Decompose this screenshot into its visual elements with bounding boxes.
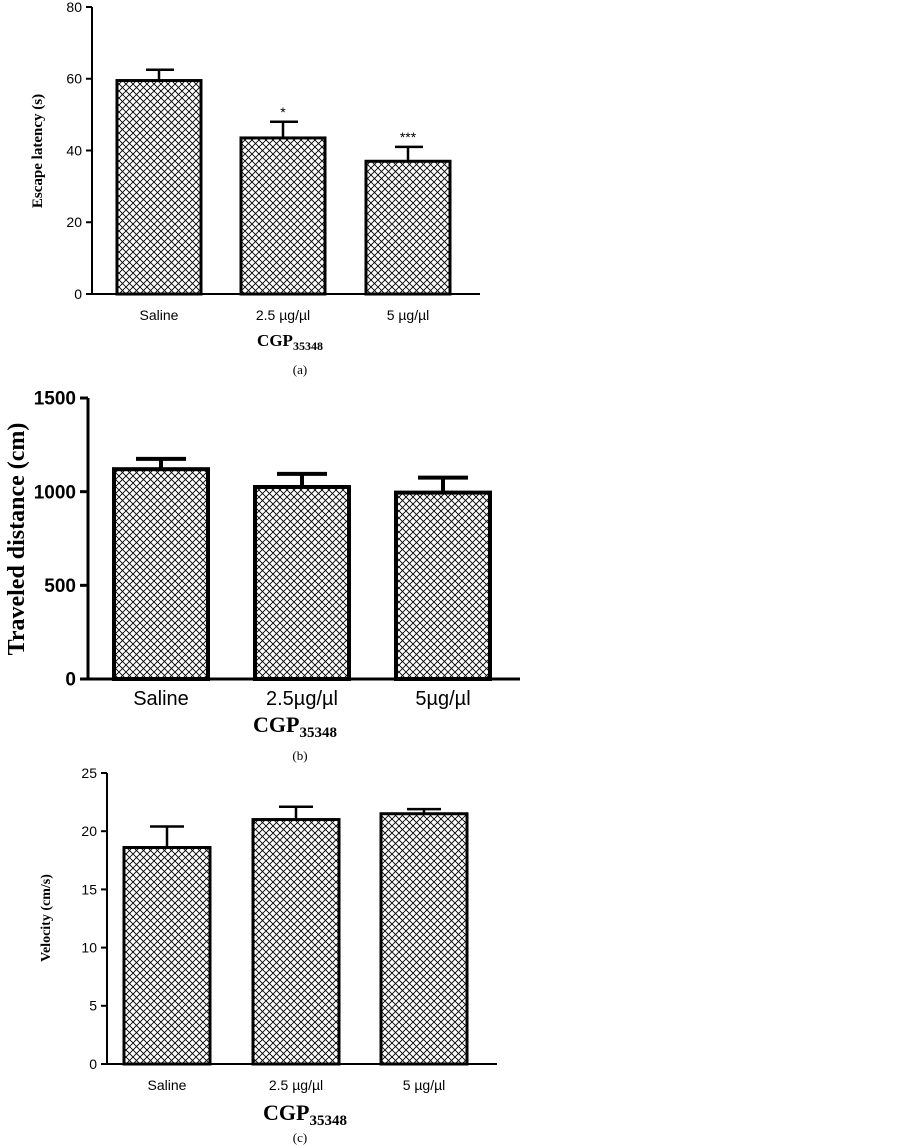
panel-b-bar bbox=[253, 484, 351, 681]
panel-a-y-tick-label: 0 bbox=[74, 286, 82, 302]
panel-a-significance-label: *** bbox=[400, 129, 417, 145]
panel-b-label: (b) bbox=[292, 748, 307, 763]
panel-a-plot: Saline * 2.5 µg/µl *** 5 µg/µl 0 20 40 60 80 bbox=[66, 0, 480, 323]
panel-a-y-tick-label: 40 bbox=[66, 142, 82, 158]
panel-b-bar bbox=[112, 467, 210, 682]
panel-a-category-label: 2.5 µg/µl bbox=[256, 307, 310, 323]
panel-c-category-label: 2.5 µg/µl bbox=[269, 1077, 323, 1093]
panel-c-label: (c) bbox=[293, 1130, 307, 1145]
panel-b-plot: Saline 2.5µg/µl 5µg/µl 0 500 1000 1500 bbox=[34, 389, 520, 710]
panel-b-y-tick-label: 500 bbox=[44, 576, 76, 597]
panel-b-bar bbox=[394, 490, 492, 681]
panel-b-y-tick-label: 1500 bbox=[34, 389, 76, 410]
panel-a-category-label: Saline bbox=[140, 307, 179, 323]
panel-a-y-tick-label: 20 bbox=[66, 214, 82, 230]
panel-a-label: (a) bbox=[293, 362, 307, 377]
panel-c-y-tick-label: 5 bbox=[89, 998, 97, 1014]
panel-c-y-tick-label: 10 bbox=[81, 940, 97, 956]
panel-b-y-tick-label: 0 bbox=[65, 670, 76, 691]
panel-a-category-label: 5 µg/µl bbox=[387, 307, 430, 323]
panel-a: Saline * 2.5 µg/µl *** 5 µg/µl 0 20 40 60 80 Esca… bbox=[30, 0, 480, 377]
panel-b-category-label: 2.5µg/µl bbox=[266, 688, 338, 710]
panel-c-ylabel: Velocity (cm/s) bbox=[39, 874, 54, 962]
panel-b: Saline 2.5µg/µl 5µg/µl 0 500 1000 1500 Travele… bbox=[4, 389, 520, 763]
panel-c-xlabel: CGP35348 bbox=[263, 1100, 347, 1129]
panel-b-y-tick-label: 1000 bbox=[34, 482, 76, 503]
panel-a-y-tick-label: 60 bbox=[66, 71, 82, 87]
panel-a-bar bbox=[364, 159, 452, 296]
panel-c-category-label: Saline bbox=[148, 1077, 187, 1093]
panel-c: Saline 2.5 µg/µl 5 µg/µl 0 5 10 15 20 25 Velocit… bbox=[39, 765, 497, 1145]
panel-b-xlabel: CGP35348 bbox=[253, 712, 337, 741]
panel-b-ylabel: Traveled distance (cm) bbox=[4, 423, 30, 656]
panel-a-ylabel: Escape latency (s) bbox=[30, 94, 46, 208]
panel-b-category-label: Saline bbox=[133, 688, 189, 710]
panel-c-plot: Saline 2.5 µg/µl 5 µg/µl 0 5 10 15 20 25 bbox=[81, 765, 497, 1093]
panel-c-y-tick-label: 15 bbox=[81, 881, 97, 897]
panel-c-bar bbox=[251, 818, 341, 1066]
panel-c-y-tick-label: 0 bbox=[89, 1056, 97, 1072]
panel-a-y-tick-label: 80 bbox=[66, 0, 82, 15]
panel-c-y-tick-label: 20 bbox=[81, 823, 97, 839]
panel-c-bar bbox=[379, 812, 469, 1066]
panel-a-xlabel: CGP35348 bbox=[257, 331, 323, 353]
panel-a-significance-label: * bbox=[280, 104, 286, 120]
panel-c-bar bbox=[122, 845, 212, 1066]
panel-c-y-tick-label: 25 bbox=[81, 765, 97, 781]
panel-c-category-label: 5 µg/µl bbox=[403, 1077, 446, 1093]
panel-b-category-label: 5µg/µl bbox=[415, 688, 470, 710]
panel-a-bar bbox=[115, 79, 203, 296]
panel-a-bar bbox=[239, 136, 327, 296]
